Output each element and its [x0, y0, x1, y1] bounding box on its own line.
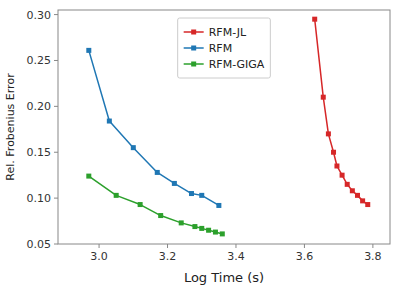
y-tick [54, 244, 58, 245]
y-tick-label: 0.10 [27, 192, 52, 205]
legend-marker [191, 30, 196, 35]
x-tick-label: 3.4 [227, 250, 245, 263]
series-marker [216, 203, 221, 208]
y-tick-label: 0.15 [27, 146, 52, 159]
chart: 3.0 3.2 3.4 3.6 3.8 0.05 0.10 0.15 0.20 0.25 0.30 L… [0, 0, 400, 290]
x-tick-label: 3.0 [90, 250, 108, 263]
y-tick-label: 0.25 [27, 54, 52, 67]
legend-label: RFM [209, 42, 232, 55]
legend: RFM-JL RFM RFM-GIGA [178, 18, 271, 78]
series-marker [365, 202, 370, 207]
series-marker [158, 213, 163, 218]
series-marker [326, 131, 331, 136]
series-marker [114, 193, 119, 198]
legend-marker [191, 62, 196, 67]
x-tick [99, 244, 100, 248]
series-marker [312, 17, 317, 22]
series-marker [331, 150, 336, 155]
y-tick [54, 152, 58, 153]
legend-marker [191, 46, 196, 51]
y-tick [54, 60, 58, 61]
x-tick [167, 244, 168, 248]
x-tick-label: 3.2 [159, 250, 177, 263]
series-marker [86, 174, 91, 179]
legend-label: RFM-GIGA [209, 58, 265, 71]
series-marker [155, 170, 160, 175]
series-marker [220, 231, 225, 236]
y-tick [54, 198, 58, 199]
y-tick [54, 106, 58, 107]
series-marker [199, 193, 204, 198]
series-marker [206, 228, 211, 233]
series-marker [345, 182, 350, 187]
series-line [315, 19, 368, 204]
y-axis-label: Rel. Frobenius Error [4, 73, 17, 181]
x-tick-label: 3.6 [296, 250, 314, 263]
series-marker [199, 226, 204, 231]
y-tick [54, 14, 58, 15]
legend-box [178, 18, 271, 78]
series-marker [179, 220, 184, 225]
plot-data [86, 17, 370, 237]
plot-frame [58, 10, 390, 244]
series-marker [172, 181, 177, 186]
series-marker [321, 95, 326, 100]
series-marker [107, 119, 112, 124]
series-marker [138, 202, 143, 207]
series-marker [355, 193, 360, 198]
series-marker [350, 188, 355, 193]
series-marker [360, 198, 365, 203]
y-tick-label: 0.30 [27, 9, 52, 22]
x-tick-label: 3.8 [364, 250, 382, 263]
series-marker [213, 230, 218, 235]
series-marker [192, 224, 197, 229]
series-line [89, 176, 222, 234]
axes: 3.0 3.2 3.4 3.6 3.8 0.05 0.10 0.15 0.20 0.25 0.30 [27, 9, 382, 263]
x-axis-label: Log Time (s) [184, 270, 264, 285]
y-tick-label: 0.05 [27, 238, 52, 251]
series-marker [340, 173, 345, 178]
series-marker [334, 164, 339, 169]
x-tick [372, 244, 373, 248]
series-marker [131, 145, 136, 150]
x-tick [235, 244, 236, 248]
series-marker [86, 48, 91, 53]
y-tick-label: 0.20 [27, 100, 52, 113]
x-tick [304, 244, 305, 248]
series-marker [189, 191, 194, 196]
legend-label: RFM-JL [209, 26, 247, 39]
